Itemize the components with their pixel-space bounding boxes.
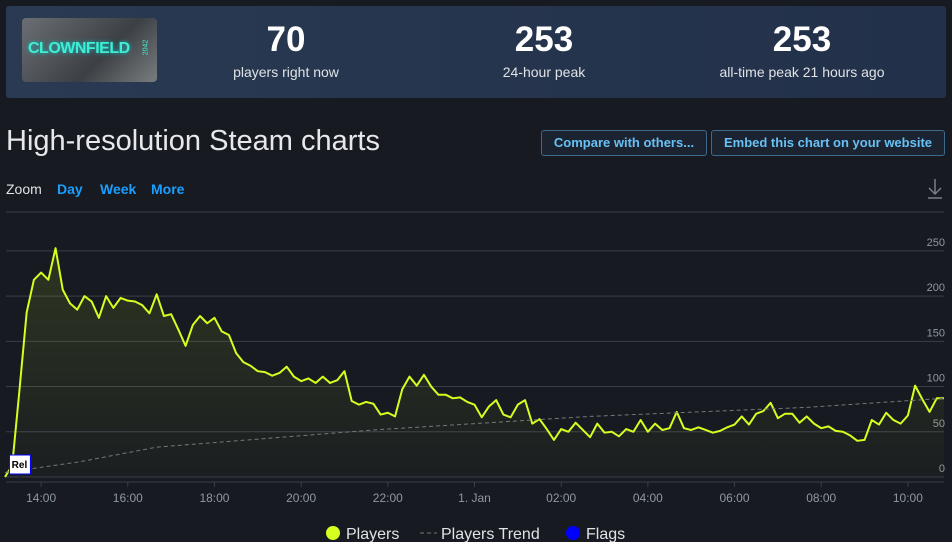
- compare-button[interactable]: Compare with others...: [541, 130, 707, 156]
- x-tick-label: 06:00: [720, 491, 750, 505]
- stat: 253 24-hour peak: [424, 20, 664, 80]
- flag: [8, 454, 31, 475]
- stat-value: 70: [266, 20, 306, 59]
- legend-label: Players Trend: [441, 526, 540, 542]
- stat-label: all-time peak 21 hours ago: [719, 64, 885, 80]
- y-tick-label: 100: [927, 373, 945, 385]
- series-line: [4, 397, 945, 473]
- zoom-label: Zoom: [6, 181, 42, 197]
- zoom-option[interactable]: More: [151, 181, 185, 197]
- x-tick-label: 04:00: [633, 491, 663, 505]
- game-logo[interactable]: CLOWNFIELD 2042: [22, 18, 157, 82]
- stat-value: 253: [772, 20, 832, 59]
- logo-text: CLOWNFIELD: [28, 40, 130, 57]
- stat-label: players right now: [233, 64, 339, 80]
- y-tick-label: 50: [933, 418, 945, 430]
- x-tick-label: 22:00: [373, 491, 403, 505]
- logo-subtext: 2042: [142, 39, 150, 56]
- x-tick-label: 20:00: [286, 491, 316, 505]
- header-panel: CLOWNFIELD 2042 70 players right now 253 2…: [6, 6, 946, 98]
- x-tick-label: 16:00: [113, 491, 143, 505]
- y-tick-label: 150: [927, 327, 945, 339]
- page-title: High-resolution Steam charts: [6, 125, 380, 157]
- stat-label: 24-hour peak: [502, 64, 586, 80]
- x-tick-label: 14:00: [26, 491, 56, 505]
- legend-swatch: [566, 526, 580, 540]
- stat-value: 253: [514, 20, 574, 59]
- zoom-option[interactable]: Day: [57, 181, 83, 197]
- legend-label: Flags: [586, 526, 625, 542]
- players-area: [5, 248, 944, 477]
- stat: 70 players right now: [166, 20, 406, 80]
- y-tick-label: 250: [927, 237, 945, 249]
- legend-swatch: [326, 526, 340, 540]
- y-tick-label: 0: [939, 463, 945, 475]
- flag-label: Rel: [12, 460, 28, 471]
- x-tick-label: 08:00: [806, 491, 836, 505]
- download-icon[interactable]: [928, 179, 942, 199]
- zoom-option[interactable]: Week: [100, 181, 137, 197]
- x-tick-label: 1. Jan: [458, 491, 491, 505]
- stat: 253 all-time peak 21 hours ago: [682, 20, 922, 80]
- x-tick-label: 10:00: [893, 491, 923, 505]
- series-line: [4, 247, 944, 478]
- legend-label: Players: [346, 526, 399, 542]
- x-tick-label: 18:00: [199, 491, 229, 505]
- x-tick-label: 02:00: [546, 491, 576, 505]
- embed-button[interactable]: Embed this chart on your website: [711, 130, 945, 156]
- y-tick-label: 200: [927, 282, 945, 294]
